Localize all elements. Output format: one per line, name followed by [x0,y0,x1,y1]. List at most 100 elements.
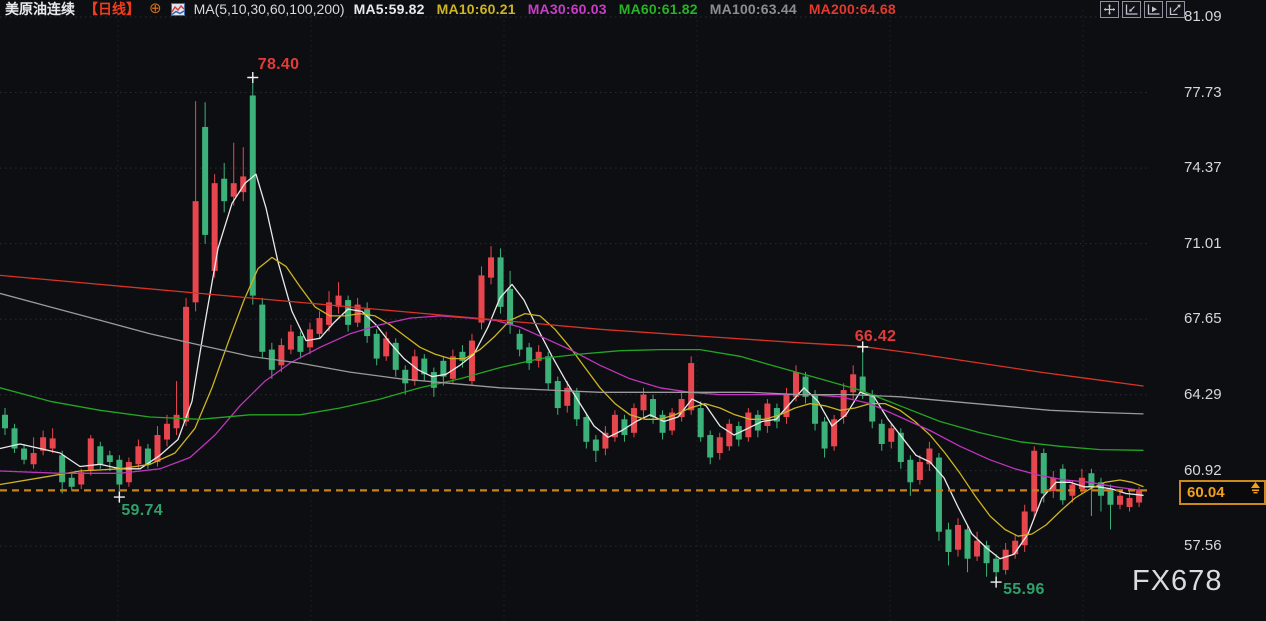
cross-marker [990,576,1002,588]
grid-layer [0,10,1150,621]
last-price-tag: 60.04 [1179,480,1266,505]
price-axis[interactable]: 81.09 77.73 74.37 71.01 67.65 64.29 60.92 57.56 [1152,0,1266,621]
candle [964,529,971,559]
candle [345,300,352,325]
candle [68,477,75,487]
candle [1078,477,1085,490]
candle [945,529,952,552]
pan-icon[interactable] [1100,1,1119,18]
cross-marker [247,71,259,83]
candle [316,318,323,334]
candles-layer [2,77,1143,583]
candle [430,372,437,388]
candle [1040,453,1047,494]
candle [144,448,151,465]
candle [287,331,294,350]
candle [306,329,313,348]
candle [802,376,809,397]
candle [1126,497,1133,507]
y-axis-label: 77.73 [1184,83,1222,101]
ma-legend-ma5: MA5:59.82 [353,1,425,17]
candle [869,394,876,422]
candle [926,448,933,465]
candle [335,295,342,307]
y-axis-label: 81.09 [1184,8,1222,25]
candle [812,394,819,424]
candle [97,446,104,465]
y-axis-label: 60.92 [1184,461,1222,479]
ma-legend-ma200: MA200:64.68 [808,1,896,17]
candle [688,363,695,411]
candle [1002,549,1009,570]
add-indicator-icon[interactable]: ⊕ [149,0,162,17]
ma-line-ma30 [0,315,1144,492]
candle [249,95,256,296]
y-axis-label: 67.65 [1184,310,1222,328]
chart-header: 美原油连续 【日线】 ⊕ MA(5,10,30,60,100,200) MA5:… [5,0,896,18]
ma-line-ma10 [0,256,1144,537]
candle [611,414,618,438]
candle [507,288,514,325]
candle [878,423,885,445]
candle [440,360,447,377]
candle [1097,482,1104,496]
candle [497,257,504,307]
candle [630,408,637,433]
ma-line-ma60 [0,348,1144,451]
candle [392,342,399,370]
last-price-value: 60.04 [1187,484,1225,501]
price-annotation-55.96: 55.96 [1003,581,1045,599]
scale-right-icon[interactable] [1144,1,1163,18]
candle [468,340,475,382]
candle [554,381,561,409]
candle [726,423,733,447]
candle [459,351,466,361]
y-axis-label: 57.56 [1184,537,1222,555]
scroll-to-latest-arrow-icon[interactable] [1248,481,1263,501]
jump-to-latest-icon[interactable] [1166,1,1185,18]
candle [535,351,542,361]
candle [192,201,199,303]
candle [383,338,390,357]
y-axis-label: 71.01 [1184,234,1222,252]
candle [602,432,609,449]
ma-legend-ma100: MA100:63.44 [709,1,797,17]
timeframe-label: 【日线】 [84,1,140,17]
candle [916,462,923,481]
ma-legend-ma60: MA60:61.82 [618,1,698,17]
ma-legend: MA5:59.82 MA10:60.21 MA30:60.03 MA60:61.82 M… [354,1,896,17]
candle [707,435,714,458]
candle [516,333,523,350]
candle [659,414,666,433]
candle [1107,489,1114,505]
scale-left-icon[interactable] [1122,1,1141,18]
candle [907,459,914,483]
candle [764,403,771,427]
candle [621,419,628,436]
candle [1117,495,1124,505]
candle [59,455,66,483]
candle [297,336,304,352]
candle [545,356,552,384]
candle [592,439,599,451]
chart-type-icon[interactable] [170,2,185,16]
y-axis-label: 64.29 [1184,385,1222,403]
cross-marker [113,491,125,503]
candle [1012,540,1019,555]
candle [1088,473,1095,487]
candle [745,412,752,438]
candle [164,423,171,440]
candle [183,306,190,422]
candle [716,437,723,454]
candle [583,417,590,442]
candle [221,178,228,202]
candle [402,369,409,384]
ma-line-ma200 [0,274,1144,387]
ma-legend-ma10: MA10:60.21 [436,1,516,17]
ma-lines-layer [0,173,1144,560]
candle [278,345,285,366]
candle [983,545,990,564]
candle [792,372,799,397]
